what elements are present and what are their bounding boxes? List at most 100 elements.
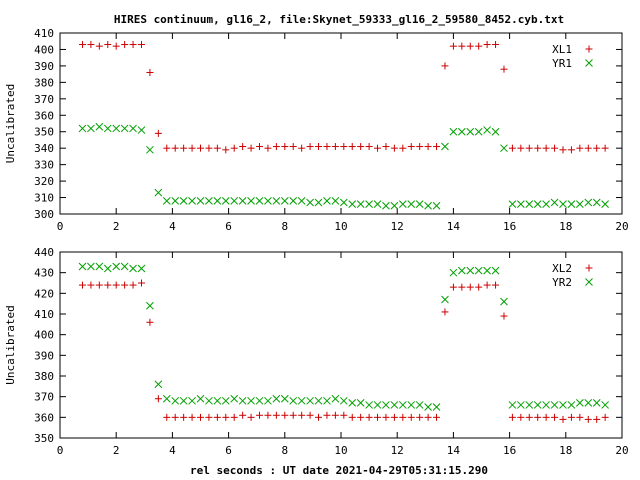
data-point: [188, 144, 196, 152]
data-point: [78, 281, 86, 289]
data-point: [466, 42, 474, 50]
data-point: [188, 196, 196, 205]
data-point: [415, 200, 424, 208]
x-tick-label: 10: [334, 220, 347, 233]
data-point: [205, 413, 213, 421]
x-tick-label: 2: [113, 220, 120, 233]
x-tick-label: 2: [113, 444, 120, 457]
data-point: [508, 144, 516, 152]
data-point: [474, 127, 483, 136]
data-point: [222, 413, 230, 421]
y-tick-label: 360: [34, 411, 54, 424]
data-point: [508, 413, 516, 421]
data-point: [365, 200, 373, 208]
data-point: [542, 200, 550, 208]
data-point: [256, 411, 264, 419]
data-point: [559, 200, 567, 208]
data-point: [222, 146, 230, 154]
data-point: [432, 403, 441, 411]
data-point: [525, 144, 533, 152]
data-point: [533, 200, 542, 208]
data-point: [382, 143, 390, 151]
data-point: [475, 283, 483, 291]
data-point: [154, 395, 162, 403]
data-point: [525, 200, 534, 208]
data-point: [575, 200, 584, 208]
data-point: [390, 201, 399, 210]
data-point: [491, 266, 500, 275]
series-xl1: [78, 41, 609, 154]
data-point: [146, 301, 154, 310]
data-point: [297, 196, 306, 205]
data-point: [542, 144, 550, 152]
data-point: [348, 200, 357, 208]
data-point: [272, 143, 280, 151]
data-point: [559, 146, 567, 154]
data-point: [424, 143, 432, 151]
data-point: [146, 318, 154, 326]
data-point: [154, 129, 162, 137]
data-point: [542, 413, 550, 421]
series-xl2: [78, 279, 609, 423]
data-point: [120, 124, 129, 133]
y-tick-label: 410: [34, 308, 54, 321]
data-point: [550, 198, 559, 207]
data-point: [197, 144, 204, 152]
data-point: [356, 200, 365, 208]
data-point: [348, 399, 357, 407]
x-tick-label: 6: [225, 220, 232, 233]
data-point: [441, 295, 449, 304]
data-point: [567, 401, 576, 409]
data-point: [280, 196, 289, 205]
data-point: [441, 142, 449, 151]
data-point: [95, 262, 104, 271]
x-tick-label: 0: [57, 444, 64, 457]
data-point: [137, 126, 146, 134]
data-point: [491, 127, 500, 136]
data-point: [331, 143, 339, 151]
data-point: [517, 413, 525, 421]
legend-label: YR2: [552, 276, 572, 289]
y-tick-label: 430: [34, 267, 54, 280]
data-point: [205, 144, 213, 152]
legend-marker: [585, 59, 593, 67]
data-point: [559, 401, 567, 409]
data-point: [516, 200, 525, 208]
data-point: [163, 144, 171, 152]
data-point: [390, 144, 398, 152]
data-point: [483, 281, 491, 289]
data-point: [289, 411, 297, 419]
data-point: [298, 411, 306, 419]
y-tick-label: 440: [34, 246, 54, 259]
data-point: [576, 144, 584, 152]
data-point: [551, 144, 559, 152]
data-point: [416, 413, 424, 421]
data-point: [525, 401, 534, 409]
y-tick-label: 390: [34, 60, 54, 73]
data-point: [280, 394, 289, 403]
data-point: [339, 396, 348, 405]
data-point: [230, 196, 239, 205]
x-tick-label: 12: [391, 444, 404, 457]
x-tick-label: 20: [615, 220, 628, 233]
data-point: [466, 127, 475, 136]
legend-marker: [585, 278, 593, 286]
data-point: [171, 196, 180, 205]
series-yr2: [78, 262, 609, 411]
data-point: [374, 413, 382, 421]
data-point: [593, 144, 601, 152]
data-point: [348, 413, 356, 421]
data-point: [390, 401, 399, 409]
data-point: [205, 396, 213, 405]
data-point: [129, 41, 137, 49]
data-point: [264, 411, 272, 419]
data-point: [137, 41, 145, 49]
data-point: [95, 122, 104, 131]
data-point: [592, 198, 601, 207]
data-point: [601, 200, 609, 208]
data-point: [407, 143, 415, 151]
data-point: [533, 401, 542, 409]
data-point: [162, 196, 171, 205]
data-point: [415, 401, 424, 409]
data-point: [424, 403, 432, 411]
